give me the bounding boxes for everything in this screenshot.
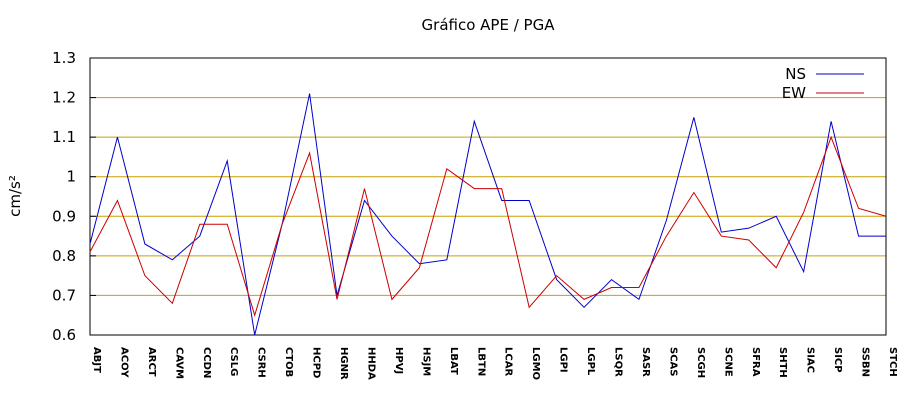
y-tick-label: 1 [66, 168, 76, 186]
series-line [89, 93, 886, 336]
x-tick-label: SCGH [695, 347, 706, 378]
legend-label: NS [785, 65, 806, 83]
x-tick-label: LCAR [503, 347, 514, 376]
y-tick-label: 0.9 [52, 207, 76, 225]
x-tick-label: HPVJ [393, 347, 404, 374]
y-tick-label: 0.6 [52, 326, 76, 344]
chart-title: Gráfico APE / PGA [422, 16, 556, 34]
x-tick-label: HCPD [311, 347, 322, 378]
x-tick-label: CTOB [283, 347, 294, 377]
x-tick-label: HHDA [365, 347, 376, 380]
x-tick-label: SCAS [667, 347, 678, 376]
x-tick-label: LBTN [475, 347, 486, 376]
x-tick-label: CAVM [173, 347, 184, 379]
series-line [89, 135, 887, 317]
y-tick-label: 1.3 [52, 49, 76, 67]
x-tick-label: SCNE [722, 347, 733, 377]
x-tick-label: LSQR [613, 347, 624, 377]
y-tick-label: 0.8 [52, 247, 76, 265]
legend-label: EW [782, 84, 806, 102]
x-tick-label: CSRH [256, 347, 267, 378]
x-tick-label: SICP [832, 347, 843, 373]
x-tick-label: HGNR [338, 347, 349, 380]
plot-frame [89, 57, 887, 336]
x-tick-label: SHTH [777, 347, 788, 378]
x-tick-label: ABJT [91, 347, 102, 373]
x-tick-label: SSBN [860, 347, 871, 377]
x-tick-label: SIAC [805, 347, 816, 373]
x-tick-label: SASR [640, 347, 651, 377]
x-tick-label: STCH [887, 347, 898, 377]
x-tick-label: SFRA [750, 347, 761, 377]
x-tick-label: CCDN [201, 347, 212, 378]
x-tick-label: ACOY [118, 347, 129, 378]
x-tick-label: ARCT [146, 347, 157, 377]
y-axis-label: cm/s² [6, 175, 24, 217]
x-tick-label: LGPL [585, 347, 596, 376]
x-tick-label: LGPI [558, 347, 569, 373]
x-tick-label: CSLG [228, 347, 239, 376]
x-tick-label: LBAT [448, 347, 459, 375]
y-tick-label: 1.1 [52, 128, 76, 146]
x-tick-label: HSJM [420, 347, 431, 376]
y-tick-label: 1.2 [52, 89, 76, 107]
y-tick-label: 0.7 [52, 286, 76, 304]
x-tick-label: LGMO [530, 347, 541, 380]
